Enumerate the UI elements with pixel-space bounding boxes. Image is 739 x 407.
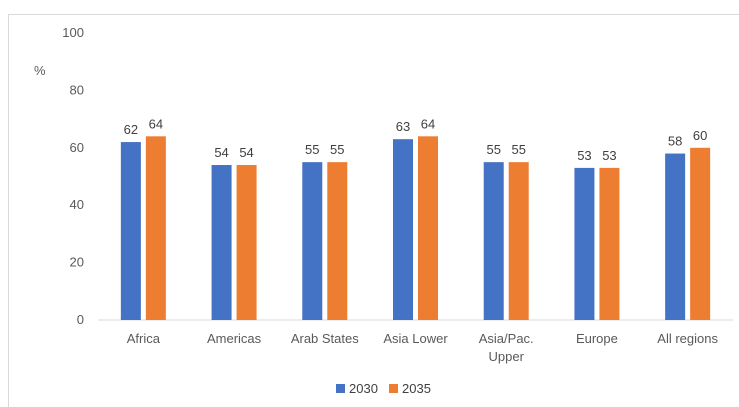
x-tick-label: Asia Lower [383, 331, 448, 346]
data-label: 55 [486, 142, 500, 157]
bar-2030 [302, 162, 323, 320]
data-label: 55 [511, 142, 525, 157]
x-axis-labels: Africa Americas Arab States Asia Lower Asia/… [127, 331, 719, 364]
data-label: 55 [305, 142, 319, 157]
y-tick-label: 100 [62, 25, 84, 40]
bar-2035 [236, 165, 257, 320]
chart-frame [8, 14, 739, 407]
y-tick-label: 20 [70, 255, 84, 270]
y-tick-label: 0 [77, 312, 84, 327]
x-tick-label: Asia/Pac. [479, 331, 534, 346]
data-label: 63 [396, 119, 410, 134]
x-tick-label: All regions [657, 331, 718, 346]
data-label: 64 [421, 116, 435, 131]
data-label: 64 [149, 116, 163, 131]
bar-2030 [574, 167, 595, 320]
bar-2035 [508, 162, 529, 320]
data-label: 55 [330, 142, 344, 157]
bar-2035 [145, 136, 166, 320]
bar-2030 [393, 139, 413, 320]
legend: 2030 2035 [336, 381, 431, 396]
y-tick-label: 80 [70, 82, 84, 97]
x-tick-label: Upper [489, 349, 525, 364]
x-tick-label: Americas [207, 331, 262, 346]
legend-label: 2035 [402, 381, 431, 396]
data-label: 58 [668, 134, 682, 149]
data-label: 54 [239, 145, 253, 160]
legend-swatch-2030 [336, 384, 345, 393]
bar-2035 [327, 162, 348, 320]
bars-group: 62 64 54 54 55 55 63 64 55 55 53 53 58 60 [120, 116, 711, 320]
legend-label: 2030 [349, 381, 378, 396]
data-label: 60 [693, 128, 707, 143]
x-tick-label: Arab States [291, 331, 359, 346]
y-axis-label: % [34, 63, 46, 78]
bar-2030 [120, 142, 141, 320]
x-tick-label: Europe [576, 331, 618, 346]
data-label: 54 [214, 145, 228, 160]
y-axis: 0 20 40 60 80 100 [62, 25, 84, 327]
bar-2035 [418, 136, 438, 320]
bar-2035 [599, 167, 620, 320]
bar-2030 [211, 165, 232, 320]
bar-2030 [483, 162, 504, 320]
data-label: 53 [577, 148, 591, 163]
legend-swatch-2035 [389, 384, 398, 393]
data-label: 62 [124, 122, 138, 137]
y-tick-label: 60 [70, 140, 84, 155]
x-tick-label: Africa [127, 331, 161, 346]
bar-2030 [665, 153, 686, 320]
bar-2035 [690, 147, 711, 320]
data-label: 53 [602, 148, 616, 163]
y-tick-label: 40 [70, 197, 84, 212]
